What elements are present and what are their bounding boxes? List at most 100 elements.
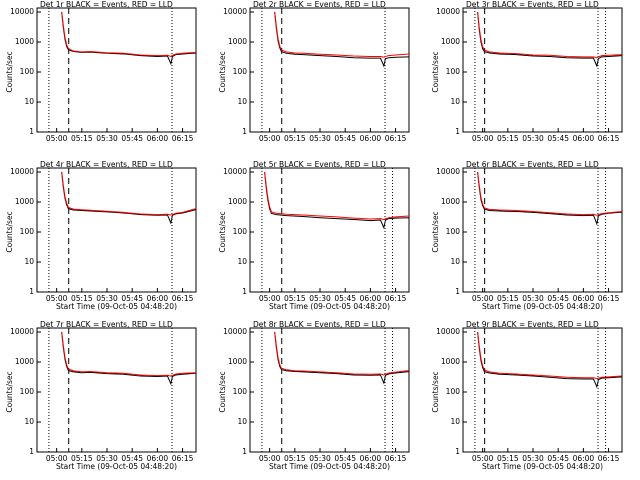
y-tick-label: 100 [20,387,35,396]
y-tick-label: 100 [233,67,248,76]
chart-title: Det 9r BLACK = Events, RED = LLD [466,320,599,329]
x-tick-label: 06:00 [147,294,169,303]
series-line [61,171,196,225]
panel: Det 9r BLACK = Events, RED = LLD Counts/s… [431,320,623,471]
y-tick-label: 1 [29,447,34,456]
y-axis-label: Counts/sec [431,51,440,92]
plot-frame [36,327,197,453]
series-line [61,331,196,386]
x-tick-label: 05:45 [121,134,143,143]
panel: Det 5r BLACK = Events, RED = LLD Counts/s… [218,160,410,311]
y-tick-label: 100 [233,227,248,236]
y-tick-label: 1000 [228,197,247,206]
x-tick-label: 05:15 [284,454,306,463]
y-tick-label: 10000 [436,327,460,336]
series-line [61,11,196,57]
x-tick-label: 05:45 [547,294,569,303]
series-line [477,171,622,216]
y-tick-label: 10000 [10,167,34,176]
panel: Det 2r BLACK = Events, RED = LLD Counts/s… [218,0,410,143]
x-tick-label: 05:00 [259,294,281,303]
x-tick-label: 05:15 [497,134,519,143]
panel: Det 7r BLACK = Events, RED = LLD Counts/s… [5,320,197,471]
series-line [61,331,196,377]
chart-title: Det 3r BLACK = Events, RED = LLD [466,0,599,9]
series-line [477,11,622,68]
x-tick-label: 05:30 [96,134,118,143]
plot-frame [462,327,623,453]
x-tick-label: 05:30 [309,134,331,143]
y-tick-label: 10 [450,97,460,106]
panel: Det 4r BLACK = Events, RED = LLD Counts/s… [5,160,197,311]
panel: Det 1r BLACK = Events, RED = LLD Counts/s… [5,0,197,143]
y-tick-label: 10 [237,257,247,266]
y-axis-label: Counts/sec [218,51,227,92]
x-axis-label: Start Time (09-Oct-05 04:48:20) [56,462,177,471]
series-line [274,331,409,376]
series-line [477,171,622,226]
x-tick-label: 06:15 [172,454,194,463]
y-axis-label: Counts/sec [5,371,14,412]
y-tick-label: 1000 [441,37,460,46]
y-tick-label: 1000 [15,197,34,206]
y-tick-label: 1 [29,287,34,296]
x-axis-label: Start Time (09-Oct-05 04:48:20) [482,302,603,311]
x-axis-label: Start Time (09-Oct-05 04:48:20) [269,462,390,471]
plot-frame [249,7,410,133]
series-line [274,331,409,385]
y-tick-label: 10000 [436,167,460,176]
plot-frame [249,327,410,453]
x-tick-label: 05:45 [121,294,143,303]
y-tick-label: 10 [24,257,34,266]
x-tick-label: 05:30 [309,454,331,463]
chart-title: Det 5r BLACK = Events, RED = LLD [253,160,386,169]
y-tick-label: 1000 [228,357,247,366]
series-line [61,171,196,216]
series-line [274,11,409,58]
y-tick-label: 100 [20,227,35,236]
y-tick-label: 1 [242,127,247,136]
series-line [274,11,409,68]
series-line [477,11,622,59]
y-tick-label: 1000 [441,357,460,366]
y-tick-label: 10000 [223,167,247,176]
x-tick-label: 05:15 [71,294,93,303]
x-tick-label: 05:45 [121,454,143,463]
chart-title: Det 6r BLACK = Events, RED = LLD [466,160,599,169]
plot-frame [249,167,410,293]
y-tick-label: 10 [237,97,247,106]
x-tick-label: 06:00 [147,454,169,463]
chart-title: Det 1r BLACK = Events, RED = LLD [40,0,173,9]
y-tick-label: 10 [24,417,34,426]
y-tick-label: 1000 [441,197,460,206]
series-line [477,331,622,380]
y-tick-label: 10000 [223,327,247,336]
y-tick-label: 10 [24,97,34,106]
y-axis-label: Counts/sec [218,371,227,412]
x-tick-label: 06:00 [360,454,382,463]
x-tick-label: 05:00 [46,294,68,303]
y-axis-label: Counts/sec [431,371,440,412]
y-tick-label: 1 [455,127,460,136]
chart-title: Det 8r BLACK = Events, RED = LLD [253,320,386,329]
y-tick-label: 1000 [15,37,34,46]
y-tick-label: 100 [446,67,461,76]
y-axis-label: Counts/sec [5,211,14,252]
x-tick-label: 05:30 [96,294,118,303]
y-tick-label: 1 [29,127,34,136]
y-tick-label: 10 [237,417,247,426]
plot-frame [462,167,623,293]
y-tick-label: 10000 [10,7,34,16]
plot-frame [36,167,197,293]
x-tick-label: 05:45 [334,454,356,463]
series-line [264,171,409,221]
chart-title: Det 4r BLACK = Events, RED = LLD [40,160,173,169]
y-tick-label: 100 [20,67,35,76]
x-tick-label: 05:45 [547,454,569,463]
x-axis-label: Start Time (09-Oct-05 04:48:20) [269,302,390,311]
y-tick-label: 10000 [10,327,34,336]
y-tick-label: 10 [450,417,460,426]
y-tick-label: 1000 [15,357,34,366]
x-tick-label: 06:00 [573,294,595,303]
